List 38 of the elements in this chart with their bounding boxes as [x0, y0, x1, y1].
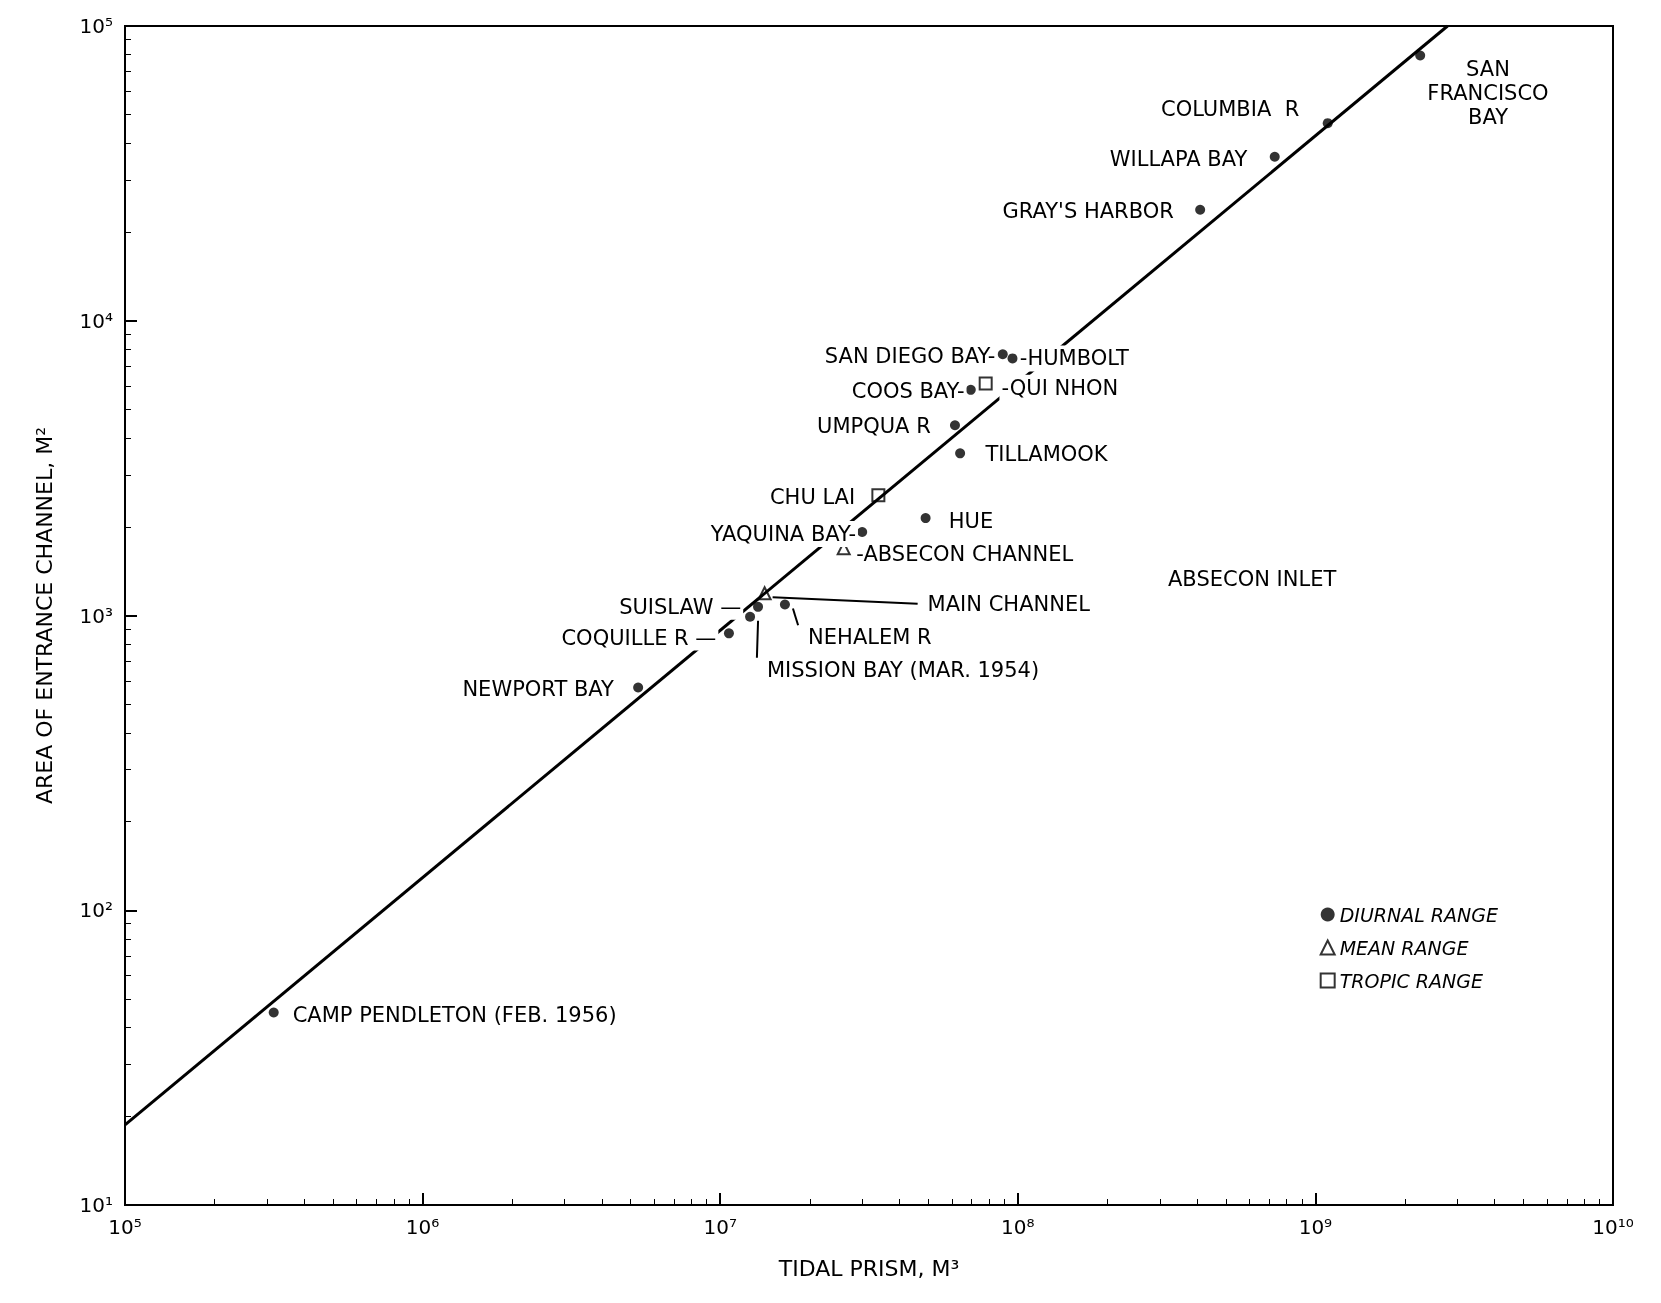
annotation: MISSION BAY (MAR. 1954) [766, 657, 1040, 682]
x-axis-title: TIDAL PRISM, M³ [777, 1255, 960, 1281]
y-tick-label: 10² [79, 898, 113, 923]
x-tick-label: 10¹⁰ [1592, 1215, 1634, 1239]
y-tick-label: 10¹ [79, 1193, 113, 1217]
x-tick-label: 10⁵ [108, 1215, 142, 1239]
annotation: -ABSECON CHANNEL [856, 541, 1074, 566]
annotation: CAMP PENDLETON (FEB. 1956) [292, 1002, 617, 1027]
annotation: MAIN CHANNEL [927, 591, 1091, 616]
annotation: COLUMBIA R [1160, 97, 1300, 122]
annotation: -HUMBOLT [1019, 346, 1130, 371]
annotation: NEHALEM R [808, 625, 932, 650]
annotation: TILLAMOOK [984, 442, 1109, 467]
annotation: ABSECON INLET [1168, 567, 1337, 591]
annotation: COQUILLE R — [561, 625, 717, 650]
legend-label: DIURNAL RANGE [1339, 903, 1499, 926]
x-tick-label: 10⁶ [405, 1215, 440, 1239]
annotation: UMPQUA R [817, 414, 931, 439]
annotation: SAN DIEGO BAY- [824, 344, 996, 369]
annotation: YAQUINA BAY- [709, 522, 856, 547]
y-tick-label: 10⁴ [79, 308, 113, 333]
x-tick-label: 10⁷ [703, 1215, 737, 1239]
x-tick-label: 10⁹ [1298, 1215, 1333, 1239]
y-tick-label: 10³ [79, 603, 113, 628]
annotation: GRAY'S HARBOR [1002, 198, 1174, 223]
y-tick-label: 10⁵ [79, 14, 113, 38]
annotation: -QUI NHON [1001, 375, 1119, 400]
annotation: COOS BAY- [851, 378, 965, 403]
annotation: WILLAPA BAY [1109, 146, 1248, 171]
annotation: SUISLAW — [619, 594, 742, 619]
legend-label: TROPIC RANGE [1339, 969, 1483, 992]
annotation: CHU LAI [769, 485, 856, 510]
annotation: SAN FRANCISCO BAY [1427, 56, 1549, 129]
legend-label: MEAN RANGE [1339, 936, 1469, 959]
annotation: HUE [948, 509, 994, 534]
y-axis-title: AREA OF ENTRANCE CHANNEL, M² [31, 426, 57, 805]
annotation: NEWPORT BAY [462, 676, 615, 701]
x-tick-label: 10⁸ [1001, 1215, 1035, 1239]
